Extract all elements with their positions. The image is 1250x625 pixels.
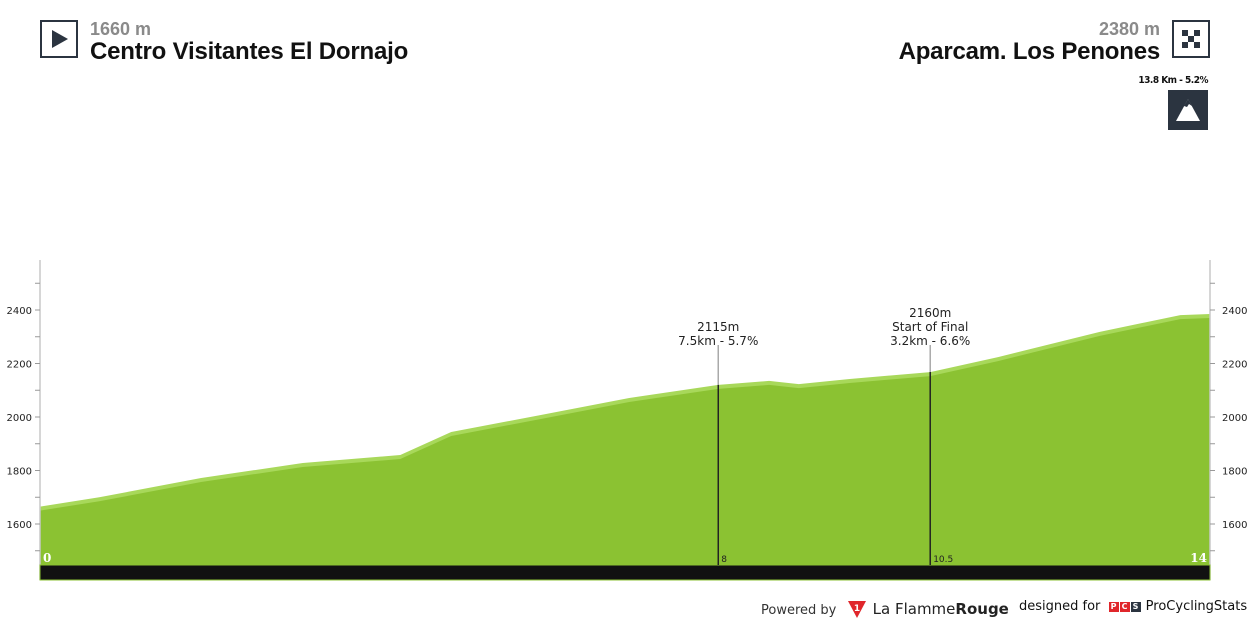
start-icon-box [40, 20, 78, 58]
finish-info: 2380 m Aparcam. Los Penones [898, 19, 1161, 66]
annotation-label: Start of Final [892, 320, 968, 334]
y-tick-label-left: 2200 [7, 360, 32, 371]
x-tick-label: 14 [1190, 551, 1207, 565]
annotation-label: 2160m [909, 306, 951, 320]
annotation-label: 7.5km - 5.7% [678, 334, 758, 348]
pcs-logo-c: C [1119, 602, 1130, 612]
powered-by-text: Powered by [761, 603, 837, 618]
climb-icon-box [1168, 90, 1208, 130]
pcs-name: ProCyclingStats [1145, 599, 1248, 614]
finish-altitude: 2380 m [1098, 19, 1160, 39]
annotation-label: 3.2km - 6.6% [890, 334, 970, 348]
elevation-profile-chart: 1600 1800 2000 2200 2400 1600 1800 2000 2200 2400… [7, 260, 1247, 581]
y-tick-label-left: 2000 [7, 413, 32, 424]
y-tick-label-right: 2000 [1222, 413, 1247, 424]
checkered-flag-icon [1182, 30, 1200, 48]
play-icon [52, 30, 68, 48]
x-tick-label: 8 [721, 555, 727, 565]
x-tick-label: 10.5 [933, 555, 953, 565]
annotation-label: 2115m [697, 320, 739, 334]
designed-for-text: designed for [1019, 599, 1101, 614]
la-flamme-rouge-logo-icon: 1 [847, 601, 866, 618]
y-tick-label-left: 2400 [7, 306, 32, 317]
climb-label: 13.8 Km - 5.2% [1138, 75, 1208, 86]
pcs-logo-s: S [1130, 602, 1141, 612]
y-tick-label-right: 2400 [1222, 306, 1247, 317]
svg-text:1: 1 [853, 604, 859, 614]
start-info: 1660 m Centro Visitantes El Dornajo [90, 20, 408, 66]
brand-rouge: Rouge [955, 600, 1009, 618]
profile-area [40, 318, 1210, 565]
finish-icon-box [1172, 20, 1210, 58]
mountain-icon [1176, 99, 1200, 121]
y-tick-label-left: 1600 [7, 520, 32, 531]
y-tick-label-right: 1600 [1222, 520, 1247, 531]
x-tick-label: 0 [43, 551, 51, 565]
pcs-logo-p: P [1108, 602, 1119, 612]
finish-name: Aparcam. Los Penones [898, 38, 1161, 65]
start-name: Centro Visitantes El Dornajo [90, 38, 409, 65]
base-bar [39, 564, 1211, 581]
y-tick-label-right: 1800 [1222, 467, 1247, 478]
y-tick-label-right: 2200 [1222, 360, 1247, 371]
y-tick-label-left: 1800 [7, 467, 32, 478]
brand-la-flamme: La Flamme [872, 600, 956, 618]
start-altitude: 1660 m [90, 19, 152, 39]
footer-powered: Powered by 1 La FlammeRouge [761, 599, 1009, 619]
